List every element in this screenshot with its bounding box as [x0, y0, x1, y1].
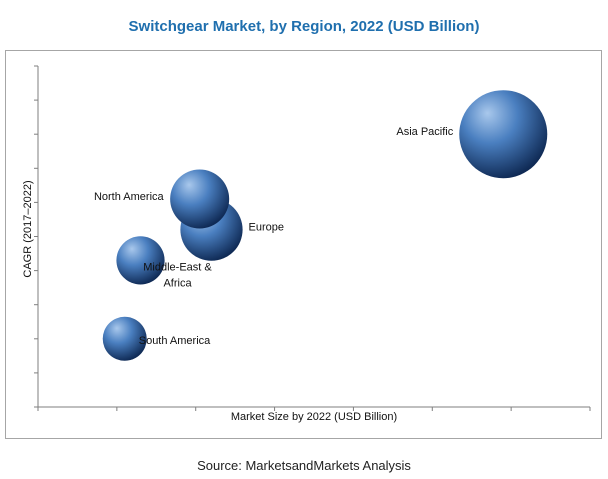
bubble-north-america [170, 169, 230, 229]
bubble-label: North America [94, 191, 165, 203]
y-axis-title: CAGR (2017–2022) [22, 180, 34, 277]
x-axis-title: Market Size by 2022 (USD Billion) [231, 411, 397, 423]
chart-title: Switchgear Market, by Region, 2022 (USD … [128, 18, 480, 35]
bubble-label: Europe [248, 222, 283, 234]
axes [34, 65, 591, 411]
bubbles: Asia Pacific North America Europe Middle-Ea… [94, 90, 548, 361]
bubble-south-america [102, 316, 147, 361]
bubble-label: Middle-East & Africa [143, 261, 212, 289]
bubble-label: Asia Pacific [396, 126, 453, 138]
source-note: Source: MarketsandMarkets Analysis [197, 458, 411, 473]
bubble-middle-east-africa [116, 236, 165, 285]
bubble-asia-pacific [459, 90, 548, 179]
chart-frame [5, 50, 602, 439]
bubble-label: South America [139, 335, 211, 347]
